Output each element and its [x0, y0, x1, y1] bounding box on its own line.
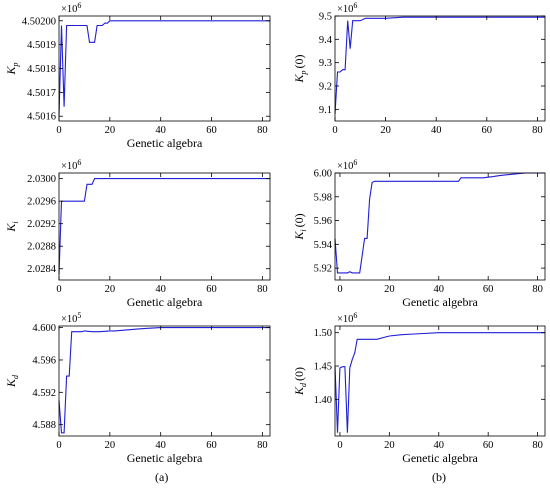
- x-tick-label: 0: [337, 284, 342, 295]
- x-tick-label: 80: [257, 125, 268, 136]
- caption-a: (a): [155, 470, 169, 484]
- exponent-label: ×106: [337, 1, 357, 15]
- y-axis-label: Kd(0): [292, 367, 308, 396]
- x-tick-label: 0: [56, 125, 61, 136]
- chart-panel-1: 0 20 40 60 80 4.5016 4.5017 4.5018 4.5019 4.50200…: [4, 1, 271, 150]
- y-tick-label: 9.2: [319, 82, 332, 93]
- x-tick-label: 60: [206, 440, 217, 451]
- x-tick-label: 40: [431, 125, 442, 136]
- y-tick-label: 5.96: [314, 216, 332, 227]
- y-tick-label: 4.50200: [22, 16, 56, 27]
- x-tick-label: 0: [332, 125, 337, 136]
- x-tick-label: 0: [56, 440, 61, 451]
- exponent-label: ×106: [61, 1, 81, 15]
- y-tick-label: 9.1: [319, 105, 332, 116]
- x-tick-label: 80: [532, 284, 543, 295]
- x-tick-label: 40: [155, 125, 166, 136]
- y-tick-label: 5.94: [314, 240, 333, 251]
- x-tick-label: 60: [483, 440, 494, 451]
- exponent-label: ×106: [61, 158, 81, 172]
- y-axis-label: Kp(0): [292, 54, 308, 83]
- exponent-label: ×106: [337, 311, 357, 325]
- x-tick-label: 40: [434, 284, 445, 295]
- x-tick-label: 40: [155, 284, 166, 295]
- y-tick-label: 2.0292: [27, 219, 56, 230]
- x-tick-label: 60: [206, 284, 217, 295]
- y-tick-label: 4.5019: [27, 40, 56, 51]
- y-tick-label: 2.0284: [27, 264, 57, 275]
- y-tick-label: 2.0288: [27, 242, 56, 253]
- x-tick-label: 80: [532, 440, 543, 451]
- x-tick-label: 20: [380, 125, 391, 136]
- y-tick-label: 5.92: [314, 264, 332, 275]
- x-tick-label: 0: [56, 284, 61, 295]
- x-tick-label: 60: [206, 125, 217, 136]
- series-line: [334, 16, 545, 115]
- chart-panel-3: 0 20 40 60 80 2.0284 2.0288 2.0292 2.0296 2.0300 ×…: [4, 158, 271, 309]
- chart-panel-4: 0 20 40 60 80 5.92 5.94 5.96 5.98 6.00 ×106 Genetic…: [292, 158, 546, 309]
- y-tick-label: 1.50: [314, 328, 332, 339]
- y-tick-label: 9.3: [319, 58, 332, 69]
- y-tick-label: 2.0296: [27, 197, 56, 208]
- plot-frame: [58, 172, 271, 281]
- x-tick-label: 40: [434, 440, 445, 451]
- plot-frame: [58, 15, 271, 122]
- x-tick-label: 80: [257, 284, 268, 295]
- plot-frame: [334, 15, 546, 122]
- y-tick-label: 6.00: [314, 169, 332, 180]
- x-tick-label: 20: [384, 440, 395, 451]
- y-tick-label: 1.45: [314, 362, 332, 373]
- chart-panel-6: 0 20 40 60 80 1.40 1.45 1.50 ×106 Genetic algebra…: [292, 311, 546, 465]
- x-axis-label: Genetic algebra: [127, 295, 203, 309]
- y-tick-label: 4.588: [32, 420, 56, 431]
- x-axis-label: Genetic algebra: [402, 451, 478, 465]
- plot-frame: [334, 325, 546, 437]
- y-tick-label: 4.596: [32, 355, 56, 366]
- x-axis-label: Genetic algebra: [127, 136, 203, 150]
- y-tick-label: 2.0300: [27, 174, 56, 185]
- exponent-label: ×106: [337, 158, 357, 172]
- series-line: [58, 327, 270, 434]
- y-tick-label: 4.5018: [27, 64, 56, 75]
- y-tick-label: 4.600: [32, 323, 56, 334]
- series-line: [334, 332, 545, 433]
- x-tick-label: 20: [105, 440, 116, 451]
- plot-frame: [58, 325, 271, 437]
- series-line: [58, 178, 270, 275]
- y-axis-label: Kd: [4, 374, 20, 388]
- y-axis-label: Ki: [4, 221, 20, 232]
- chart-panel-2: 0 20 40 60 80 9.1 9.2 9.3 9.4 9.5 ×106 Kp(0): [292, 1, 546, 136]
- y-tick-label: 4.5016: [27, 112, 56, 123]
- chart-panel-5: 0 20 40 60 80 4.588 4.592 4.596 4.600 ×105 Genetic…: [4, 311, 271, 465]
- y-tick-label: 9.4: [319, 35, 333, 46]
- x-axis-label: Genetic algebra: [127, 451, 203, 465]
- x-axis-label: Genetic algebra: [402, 295, 478, 309]
- y-tick-label: 4.592: [32, 388, 56, 399]
- x-tick-label: 60: [483, 284, 494, 295]
- x-tick-label: 80: [257, 440, 268, 451]
- x-tick-label: 0: [337, 440, 342, 451]
- x-tick-label: 20: [105, 125, 116, 136]
- x-tick-label: 20: [384, 284, 395, 295]
- y-tick-label: 1.40: [314, 395, 332, 406]
- x-tick-label: 80: [532, 125, 543, 136]
- y-axis-label: Kp: [4, 62, 20, 75]
- caption-b: (b): [432, 470, 446, 484]
- y-tick-label: 4.5017: [27, 88, 56, 99]
- plot-frame: [334, 172, 546, 281]
- exponent-label: ×105: [61, 311, 81, 325]
- y-axis-label: Ki(0): [292, 213, 308, 240]
- y-tick-label: 9.5: [319, 12, 332, 23]
- x-tick-label: 20: [105, 284, 116, 295]
- x-tick-label: 60: [482, 125, 493, 136]
- y-tick-label: 5.98: [314, 192, 332, 203]
- x-tick-label: 40: [155, 440, 166, 451]
- series-line: [334, 172, 545, 274]
- series-line: [58, 20, 270, 117]
